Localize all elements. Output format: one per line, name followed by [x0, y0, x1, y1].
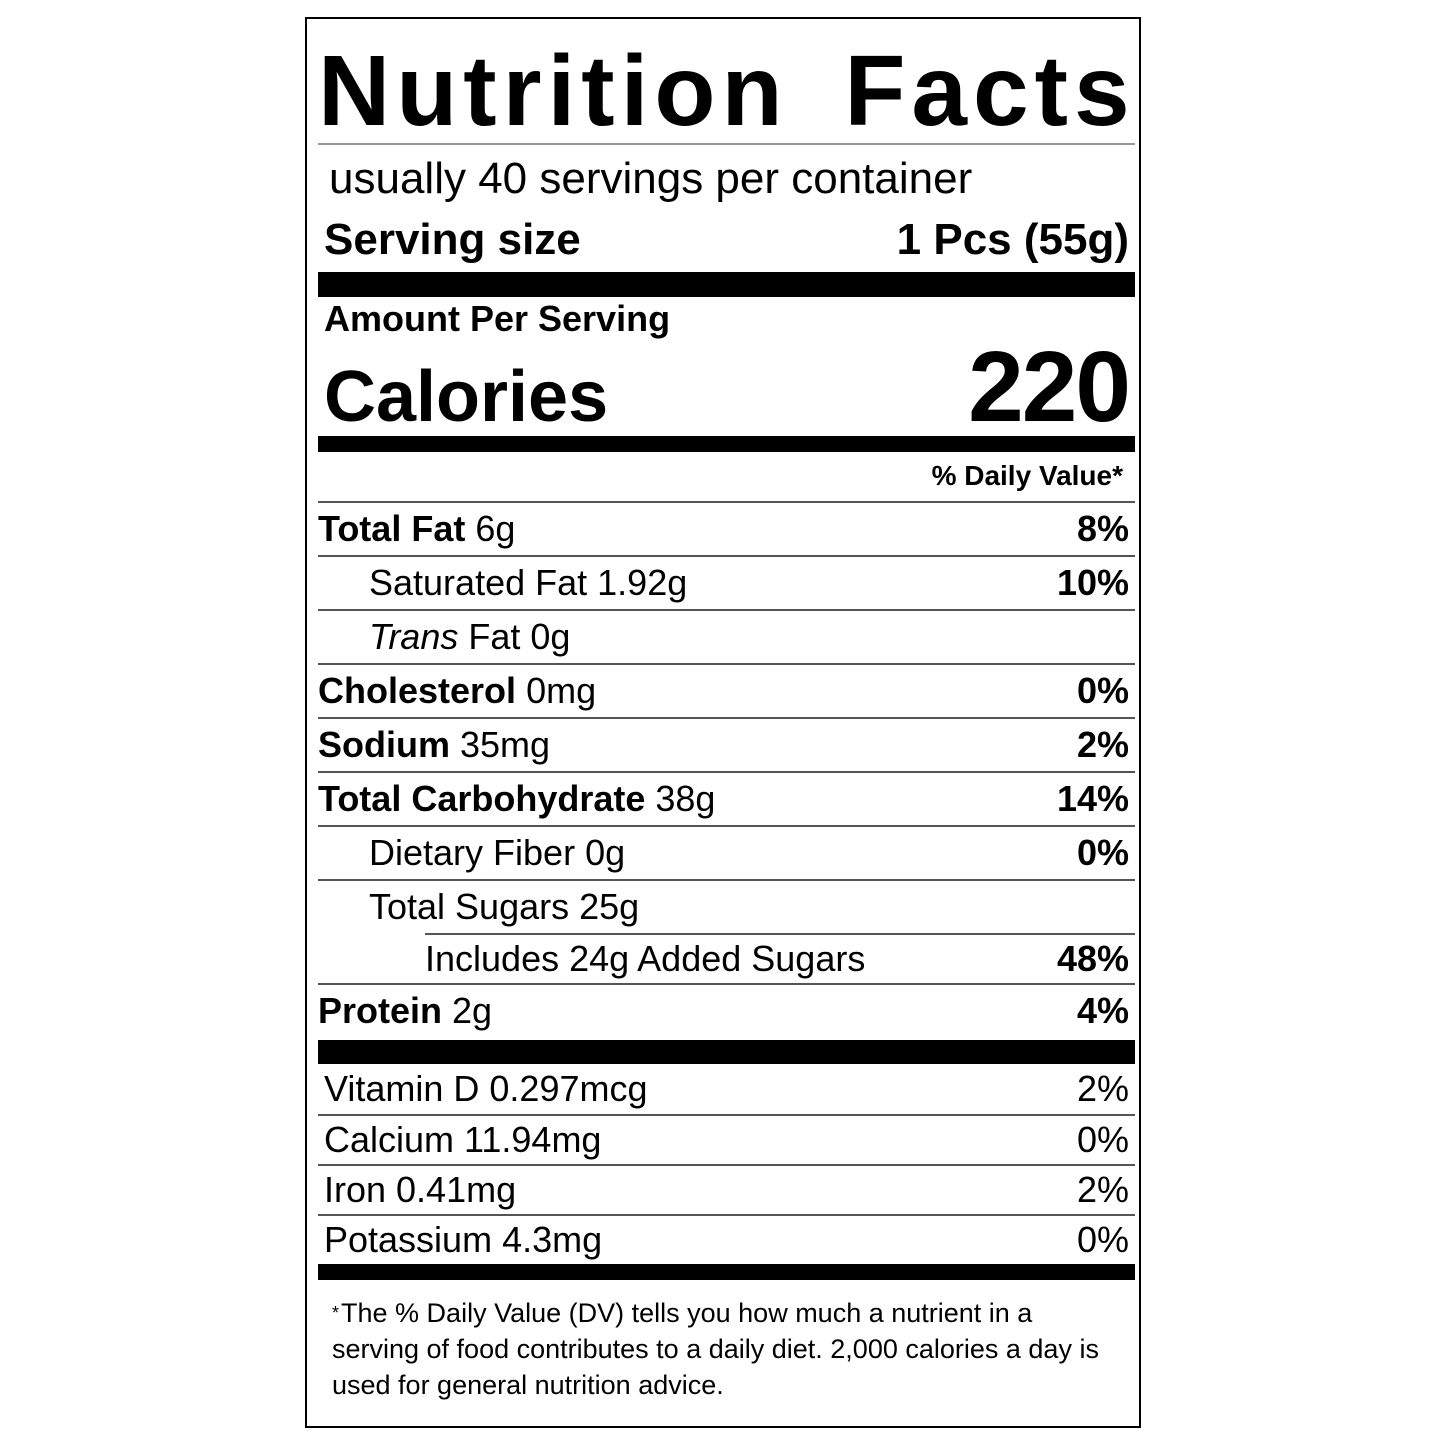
nutrient-name: Includes 24g Added Sugars: [425, 938, 866, 979]
nutrient-name: Dietary Fiber: [369, 832, 576, 873]
nutrient-daily-value: 8%: [1076, 508, 1129, 549]
nutrient-label: Saturated Fat 1.92g: [369, 562, 687, 604]
nutrient-row: Cholesterol 0mg 0%: [318, 663, 1135, 717]
vitamin-row: Potassium 4.3mg 0%: [318, 1214, 1135, 1264]
footnote: *The % Daily Value (DV) tells you how mu…: [318, 1295, 1135, 1403]
nutrient-label: Includes 24g Added Sugars: [425, 938, 865, 980]
medium-divider: [318, 1264, 1135, 1280]
nutrient-amount: 0g: [530, 616, 571, 657]
nutrient-daily-value: 0%: [1076, 832, 1129, 873]
nutrient-row: Trans Fat 0g: [318, 609, 1135, 663]
nutrient-label: Total Sugars 25g: [369, 886, 639, 928]
nutrient-row: Includes 24g Added Sugars 48%: [425, 933, 1135, 983]
nutrient-daily-value: 2%: [1076, 724, 1129, 765]
vitamin-daily-value: 0%: [1076, 1219, 1129, 1260]
nutrient-name: Trans: [369, 616, 459, 657]
nutrient-label: Protein 2g: [318, 990, 492, 1032]
serving-size-row: Serving size 1 Pcs (55g): [318, 215, 1135, 265]
nutrient-amount: 35mg: [460, 724, 551, 765]
vitamin-daily-value: 2%: [1076, 1169, 1129, 1210]
servings-per-container: usually 40 servings per container: [329, 154, 973, 203]
vitamin-row: Calcium 11.94mg 0%: [318, 1114, 1135, 1164]
nutrient-amount: 2g: [452, 990, 493, 1031]
thick-divider: [318, 1040, 1135, 1064]
nutrient-label: Total Fat 6g: [318, 508, 515, 550]
nutrient-row: Dietary Fiber 0g 0%: [318, 825, 1135, 879]
nutrient-name: Cholesterol: [318, 670, 517, 711]
nutrient-label: Total Carbohydrate 38g: [318, 778, 715, 820]
vitamin-table: Vitamin D 0.297mcg 2% Calcium 11.94mg 0% Iro…: [318, 1064, 1135, 1264]
nutrient-label: Cholesterol 0mg: [318, 670, 596, 712]
vitamin-name: Vitamin D 0.297mcg: [324, 1068, 648, 1109]
nutrient-name: Saturated Fat: [369, 562, 588, 603]
nutrient-name-suffix: Fat: [468, 616, 521, 657]
nutrient-amount: 6g: [475, 508, 516, 549]
nutrient-daily-value: 4%: [1076, 990, 1129, 1031]
nutrient-row: Total Sugars 25g: [318, 879, 1135, 933]
vitamin-daily-value: 0%: [1076, 1119, 1129, 1160]
nutrient-name: Total Fat: [318, 508, 466, 549]
vitamin-row: Vitamin D 0.297mcg 2%: [318, 1064, 1135, 1114]
vitamin-daily-value: 2%: [1076, 1068, 1129, 1109]
divider: [318, 143, 1135, 145]
footnote-text: The % Daily Value (DV) tells you how muc…: [332, 1298, 1099, 1400]
vitamin-name: Potassium 4.3mg: [324, 1219, 603, 1260]
nutrient-daily-value: 48%: [1056, 938, 1129, 979]
nutrient-name: Total Sugars: [369, 886, 570, 927]
nutrient-amount: 0g: [585, 832, 626, 873]
serving-size-value: 1 Pcs (55g): [896, 215, 1129, 264]
nutrient-amount: 38g: [655, 778, 716, 819]
nutrient-row: Sodium 35mg 2%: [318, 717, 1135, 771]
nutrient-name: Sodium: [318, 724, 450, 765]
amount-per-serving: Amount Per Serving: [324, 298, 671, 339]
serving-size-label: Serving size: [324, 215, 581, 264]
nutrient-row: Saturated Fat 1.92g 10%: [318, 555, 1135, 609]
nutrient-label: Trans Fat 0g: [369, 616, 570, 658]
vitamin-name: Iron 0.41mg: [324, 1169, 517, 1210]
nutrient-label: Dietary Fiber 0g: [369, 832, 625, 874]
vitamin-row: Iron 0.41mg 2%: [318, 1164, 1135, 1214]
nutrient-table: Total Fat 6g 8% Saturated Fat 1.92g 10% Tran…: [318, 501, 1135, 1037]
nutrient-daily-value: 10%: [1056, 562, 1129, 603]
nutrient-row: Protein 2g 4%: [318, 983, 1135, 1037]
footnote-star: *: [332, 1303, 340, 1323]
nutrient-row: Total Fat 6g 8%: [318, 501, 1135, 555]
nutrient-amount: 1.92g: [597, 562, 688, 603]
nutrient-row: Total Carbohydrate 38g 14%: [318, 771, 1135, 825]
calories-row: Calories 220: [318, 337, 1135, 437]
calories-value: 220: [968, 331, 1131, 443]
calories-label: Calories: [324, 357, 609, 437]
nutrition-facts-label: Nutrition Facts usually 40 servings per …: [305, 17, 1141, 1428]
label-title: Nutrition Facts: [318, 35, 1136, 147]
daily-value-header: % Daily Value*: [931, 460, 1123, 491]
nutrient-daily-value: 14%: [1056, 778, 1129, 819]
nutrient-name: Protein: [318, 990, 443, 1031]
medium-divider: [318, 436, 1135, 452]
nutrient-name: Total Carbohydrate: [318, 778, 646, 819]
nutrient-amount: 0mg: [526, 670, 597, 711]
thick-divider: [318, 272, 1135, 297]
nutrient-daily-value: 0%: [1076, 670, 1129, 711]
vitamin-name: Calcium 11.94mg: [324, 1119, 602, 1160]
nutrient-label: Sodium 35mg: [318, 724, 550, 766]
nutrient-amount: 25g: [579, 886, 640, 927]
